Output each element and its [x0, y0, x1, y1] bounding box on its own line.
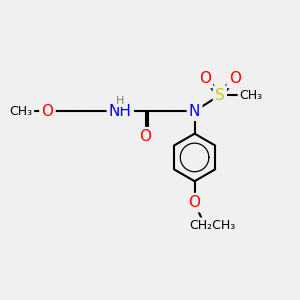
Text: O: O	[189, 195, 201, 210]
Text: O: O	[229, 71, 241, 86]
Text: N: N	[189, 104, 200, 119]
Text: O: O	[140, 129, 152, 144]
Text: S: S	[215, 88, 225, 103]
Text: O: O	[199, 71, 211, 86]
Text: NH: NH	[109, 104, 132, 119]
Text: H: H	[116, 96, 124, 106]
Text: CH₃: CH₃	[9, 105, 32, 118]
Text: CH₃: CH₃	[239, 88, 262, 101]
Text: CH₂CH₃: CH₂CH₃	[189, 219, 236, 232]
Text: O: O	[41, 104, 53, 119]
